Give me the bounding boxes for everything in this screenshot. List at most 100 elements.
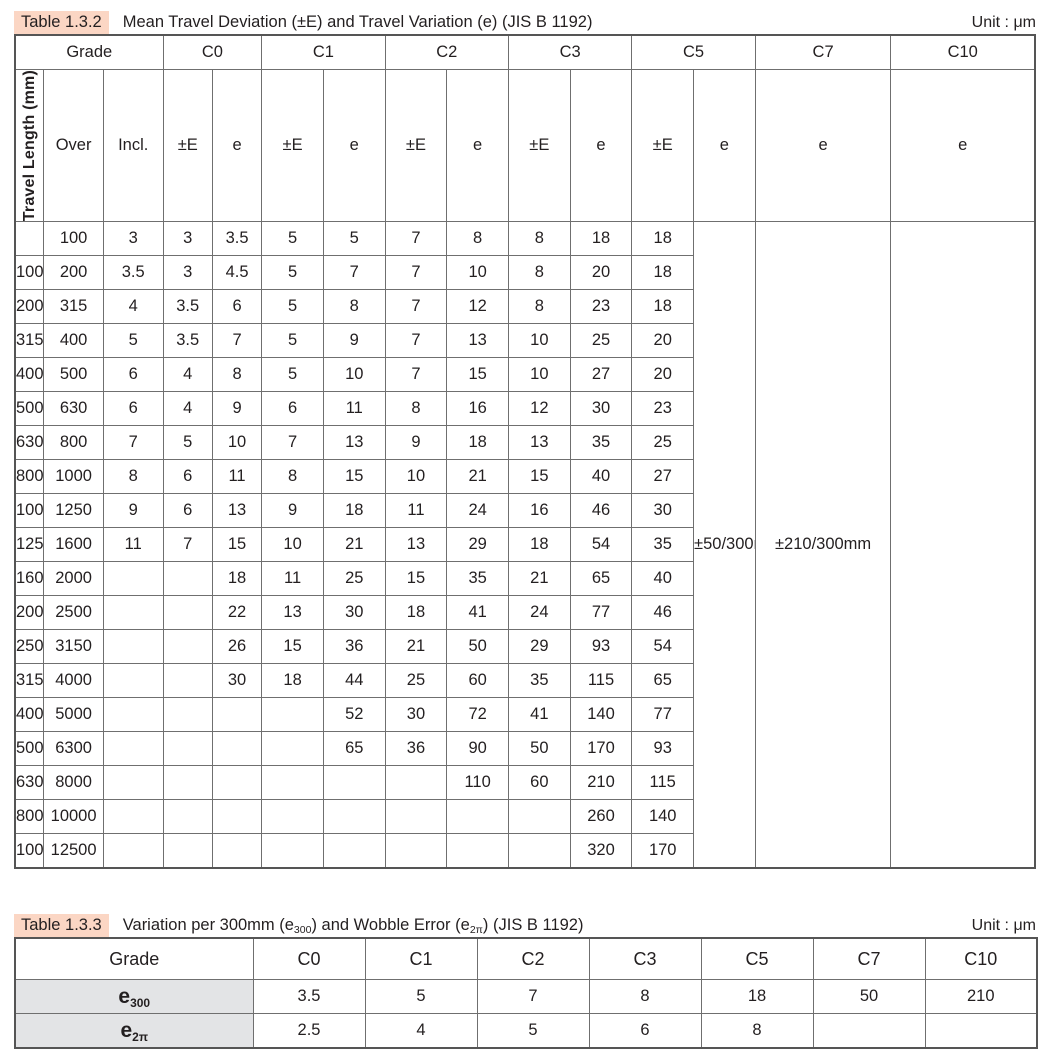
cell-incl: 6300 xyxy=(43,731,104,767)
cell-c3E: 10 xyxy=(446,255,509,291)
cell-incl: 800 xyxy=(43,425,104,461)
cell-c2E: 25 xyxy=(322,561,386,597)
cell-c0e: 5 xyxy=(162,425,213,461)
table2-wrapper: Grade C0 C1 C2 C3 C5 C7 C10 e300 3.5 5 7 8 18… xyxy=(14,937,1038,1049)
cell-c0E xyxy=(102,629,164,665)
cell-c0e xyxy=(162,731,213,767)
cell-c1e: 11 xyxy=(261,561,324,597)
table-row: 125016001171510211329185435 xyxy=(14,527,1035,563)
cell-c1e: 9 xyxy=(261,493,324,529)
cell-c0E: 7 xyxy=(102,425,164,461)
cell-c5e: 18 xyxy=(631,255,695,291)
cell-c1E: 8 xyxy=(211,357,263,393)
cell-c0E: 3.5 xyxy=(102,255,164,291)
cell-c0E xyxy=(102,595,164,631)
cell-over: 100 xyxy=(14,255,45,291)
cell-c0E: 8 xyxy=(102,459,164,495)
table2-caption-mid: ) and Wobble Error (e xyxy=(311,916,470,935)
table2-grade-c1: C1 xyxy=(364,937,478,981)
cell-c5e: 25 xyxy=(631,425,695,461)
cell-c2e: 7 xyxy=(384,221,448,257)
cell-c1E xyxy=(211,765,263,801)
cell-c5E: 27 xyxy=(569,357,633,393)
cell-c1e: 6 xyxy=(261,391,324,427)
cell-C2: 5 xyxy=(476,1013,590,1049)
cell-over: 800 xyxy=(14,459,45,495)
cell-c7-merged: ±50/300mm xyxy=(693,221,756,869)
cell-c5E: 35 xyxy=(569,425,633,461)
cell-c2e xyxy=(384,799,448,835)
cell-c1e xyxy=(261,833,324,869)
cell-c5e: 18 xyxy=(631,221,695,257)
cell-c2e: 18 xyxy=(384,595,448,631)
cell-c1E: 10 xyxy=(211,425,263,461)
cell-c2E: 7 xyxy=(322,255,386,291)
cell-c3e: 60 xyxy=(507,765,571,801)
cell-incl: 1000 xyxy=(43,459,104,495)
table2-body: e300 3.5 5 7 8 18 50 210 e2π 2.5 4 5 6 8 xyxy=(14,979,1038,1049)
subheader-c7-e: e xyxy=(754,68,892,223)
cell-c1e xyxy=(261,731,324,767)
cell-c5e: 54 xyxy=(631,629,695,665)
table2-grade-header: Grade xyxy=(14,937,254,981)
cell-c1E xyxy=(211,697,263,733)
cell-c3E: 16 xyxy=(446,391,509,427)
cell-incl: 5000 xyxy=(43,697,104,733)
table2-grade-c10: C10 xyxy=(924,937,1038,981)
cell-c1e: 5 xyxy=(261,289,324,325)
cell-c0e xyxy=(162,833,213,869)
cell-c3e: 18 xyxy=(507,527,571,563)
cell-c3E: 72 xyxy=(446,697,509,733)
cell-over: 500 xyxy=(14,391,45,427)
cell-c5e: 30 xyxy=(631,493,695,529)
cell-c0E xyxy=(102,731,164,767)
table2-head: Grade C0 C1 C2 C3 C5 C7 C10 xyxy=(14,937,1038,981)
cell-incl: 1600 xyxy=(43,527,104,563)
row-label-base: e xyxy=(118,984,131,1008)
cell-c5E: 77 xyxy=(569,595,633,631)
cell-c0E xyxy=(102,765,164,801)
cell-c2e: 13 xyxy=(384,527,448,563)
cell-c0E xyxy=(102,833,164,869)
cell-c3e: 10 xyxy=(507,357,571,393)
grade-header-c5: C5 xyxy=(631,34,756,70)
cell-c3e: 35 xyxy=(507,663,571,699)
cell-c3e: 13 xyxy=(507,425,571,461)
cell-c3e: 8 xyxy=(507,255,571,291)
cell-c2E xyxy=(322,833,386,869)
subheader-c10-e: e xyxy=(890,68,1036,223)
cell-over: 6300 xyxy=(14,765,45,801)
table-row: 1000125096139181124164630 xyxy=(14,493,1035,529)
cell-incl: 8000 xyxy=(43,765,104,801)
cell-c2e: 15 xyxy=(384,561,448,597)
cell-c0E: 6 xyxy=(102,391,164,427)
cell-c1e: 5 xyxy=(261,255,324,291)
cell-c5E: 170 xyxy=(569,731,633,767)
cell-over: 1600 xyxy=(14,561,45,597)
cell-c2e xyxy=(384,765,448,801)
cell-C7: 50 xyxy=(812,979,926,1015)
table-row: 630 800 7 5 10 7 13 9 18 13 35 25 xyxy=(14,425,1035,461)
cell-c1e xyxy=(261,765,324,801)
table-row: 100 200 3.5 3 4.5 5 7 7 10 8 20 18 xyxy=(14,255,1035,291)
subheader-incl: Incl. xyxy=(102,68,164,223)
cell-c2E: 9 xyxy=(322,323,386,359)
mean-travel-deviation-table: Grade C0 C1 C2 C3 C5 C7 C10 Travel Lengt… xyxy=(14,34,1036,870)
cell-over xyxy=(14,221,45,257)
grade-header-cell: Grade xyxy=(14,34,164,70)
cell-c5e: 46 xyxy=(631,595,695,631)
grade-header-c10: C10 xyxy=(890,34,1036,70)
cell-c3e: 16 xyxy=(507,493,571,529)
cell-C1: 5 xyxy=(364,979,478,1015)
table-spacer xyxy=(14,869,1036,903)
grade-header-c7: C7 xyxy=(754,34,892,70)
cell-c3e: 15 xyxy=(507,459,571,495)
cell-c3e: 41 xyxy=(507,697,571,733)
cell-c3E: 13 xyxy=(446,323,509,359)
cell-incl: 12500 xyxy=(43,833,104,869)
table2-caption-sub2: 2π xyxy=(469,924,483,937)
cell-c2E: 13 xyxy=(322,425,386,461)
cell-c5E: 18 xyxy=(569,221,633,257)
